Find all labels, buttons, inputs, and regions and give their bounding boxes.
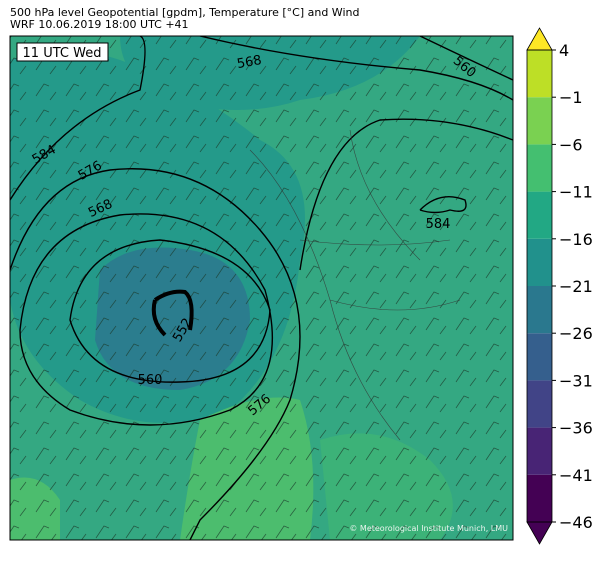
contours xyxy=(10,36,513,540)
colorbar-tick-label: −1 xyxy=(559,88,583,107)
contour-label: 568 xyxy=(236,53,263,72)
time-box xyxy=(16,42,109,62)
colorbar-segment xyxy=(527,144,552,192)
colorbar-tick-label: −16 xyxy=(559,230,593,249)
contour-label: 560 xyxy=(138,373,163,388)
colorbar-tick-label: −11 xyxy=(559,183,593,202)
colorbar-tick-label: −31 xyxy=(559,371,593,390)
colorbar-segment xyxy=(527,238,552,286)
colorbar-segment xyxy=(527,286,552,334)
map-frame xyxy=(9,35,514,541)
subtitle: WRF 10.06.2019 18:00 UTC +41 xyxy=(10,18,189,31)
colorbar-tick-label: −41 xyxy=(559,466,593,485)
colorbar-tick-label: −21 xyxy=(559,277,593,296)
wind-barbs xyxy=(10,36,513,540)
colorbar-segment xyxy=(527,97,552,145)
colorbar-segment xyxy=(527,427,552,475)
colorbar-segment xyxy=(527,50,552,98)
colorbar-segment xyxy=(527,474,552,522)
colorbar-tick-label: −46 xyxy=(559,513,593,532)
colorbar-under xyxy=(526,521,553,545)
map xyxy=(10,36,513,540)
credit: © Meteorological Institute Munich, LMU xyxy=(349,524,508,533)
colorbar-tick-label: −6 xyxy=(559,135,583,154)
colorbar-tick-label: −26 xyxy=(559,324,593,343)
time-label: 11 UTC Wed xyxy=(23,46,102,61)
colorbar-segment xyxy=(527,333,552,381)
colorbar-over xyxy=(526,27,553,51)
borders xyxy=(249,129,461,441)
colorbar-tick-label: −36 xyxy=(559,419,593,438)
title: 500 hPa level Geopotential [gpdm], Tempe… xyxy=(10,6,359,19)
colorbar-segment xyxy=(527,191,552,239)
contour-label: 584 xyxy=(426,217,451,232)
colorbar-tick-label: 4 xyxy=(559,41,569,60)
colorbar-segment xyxy=(527,380,552,428)
